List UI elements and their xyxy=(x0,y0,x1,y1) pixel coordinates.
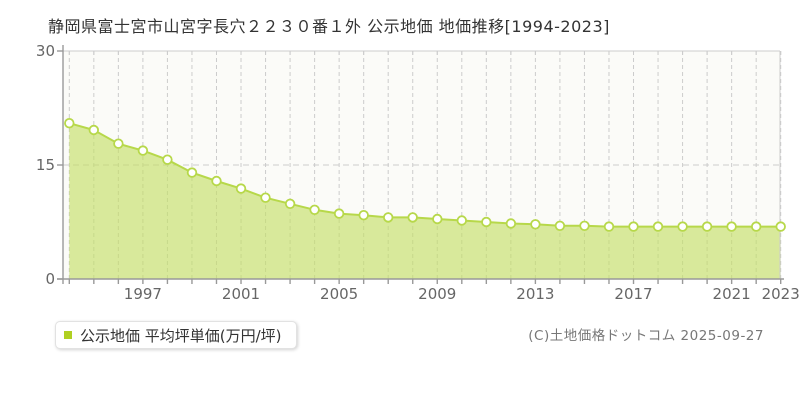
data-point[interactable] xyxy=(456,215,468,226)
data-point[interactable] xyxy=(235,183,247,194)
y-axis-label: 15 xyxy=(35,156,55,174)
data-point[interactable] xyxy=(530,219,541,230)
data-point[interactable] xyxy=(751,221,762,232)
data-point[interactable] xyxy=(505,218,517,229)
data-point[interactable] xyxy=(432,213,443,225)
legend: 公示地価 平均坪単価(万円/坪) xyxy=(55,321,297,349)
data-point[interactable] xyxy=(554,220,566,232)
data-point[interactable] xyxy=(775,221,786,232)
data-point[interactable] xyxy=(309,204,320,216)
data-point[interactable] xyxy=(603,221,615,232)
x-axis-label: 2023 xyxy=(761,285,800,303)
data-point[interactable] xyxy=(407,212,418,223)
data-point[interactable] xyxy=(628,221,639,232)
legend-series-label: 公示地価 平均坪単価(万円/坪) xyxy=(80,326,282,345)
data-point[interactable] xyxy=(113,138,124,149)
data-point[interactable] xyxy=(64,117,75,129)
legend-series-swatch xyxy=(64,331,72,339)
x-axis-label: 2021 xyxy=(712,285,751,303)
y-axis-label: 0 xyxy=(45,270,55,288)
data-point[interactable] xyxy=(284,198,296,210)
copyright-text: (C)土地価格ドットコム 2025-09-27 xyxy=(528,328,764,344)
x-axis-label: 2013 xyxy=(516,285,555,303)
y-axis-label: 30 xyxy=(35,42,55,60)
data-point[interactable] xyxy=(358,209,369,221)
series-area-fill xyxy=(69,123,781,279)
data-point[interactable] xyxy=(260,192,271,203)
x-axis-label: 2005 xyxy=(320,285,359,303)
data-point[interactable] xyxy=(162,154,173,165)
data-point[interactable] xyxy=(481,216,492,228)
data-point[interactable] xyxy=(333,208,345,219)
x-axis-label: 2009 xyxy=(418,285,457,303)
data-point[interactable] xyxy=(652,221,664,232)
data-point[interactable] xyxy=(211,175,222,187)
data-point[interactable] xyxy=(88,124,100,136)
chart-title: 静岡県富士宮市山宮字長穴２２３０番１外 公示地価 地価推移[1994-2023] xyxy=(48,17,610,36)
data-point[interactable] xyxy=(186,167,198,178)
data-point[interactable] xyxy=(137,145,149,156)
data-point[interactable] xyxy=(726,221,737,232)
x-axis-label: 2001 xyxy=(221,285,261,303)
data-point[interactable] xyxy=(383,212,394,223)
data-point[interactable] xyxy=(579,220,590,232)
x-axis-label: 2017 xyxy=(614,285,653,303)
data-point[interactable] xyxy=(701,221,713,232)
x-axis-label: 1997 xyxy=(123,285,162,303)
data-point[interactable] xyxy=(677,221,688,232)
